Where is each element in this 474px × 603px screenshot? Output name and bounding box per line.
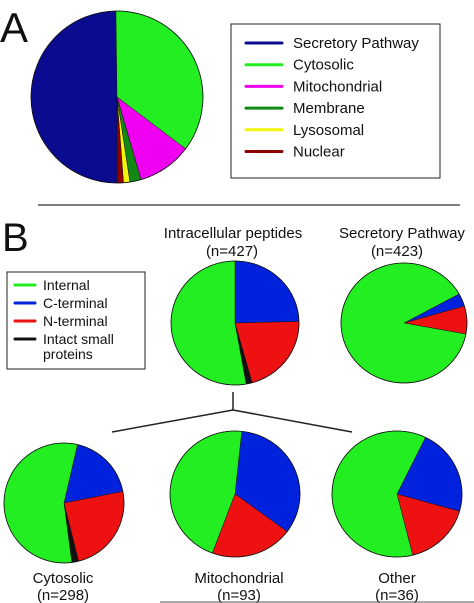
pie-slice-internal [170, 260, 247, 386]
pie-cytosolic [3, 442, 125, 564]
legend-label-intact-small-proteins-line-2: proteins [43, 346, 93, 362]
chart-subtitle-cytosolic: (n=298) [37, 587, 89, 603]
pie-other [331, 430, 463, 558]
pie-localization [30, 10, 204, 184]
legend-localization: Secretory Pathway Cytosolic Mitochondrial M… [244, 35, 419, 161]
connector-right [232, 409, 353, 433]
pie-outline [30, 10, 204, 184]
legend-peptide-types: Internal C-terminal N-terminal Intact small… [6, 271, 146, 370]
legend-label-cytosolic: Cytosolic [293, 57, 354, 74]
chart-title-mitochondrial: Mitochondrial [194, 570, 283, 587]
legend-label-nuclear: Nuclear [293, 144, 345, 161]
chart-subtitle-secretory: (n=423) [371, 243, 423, 260]
panel-label-a: A [0, 4, 28, 51]
legend-label-n-terminal: N-terminal [43, 313, 108, 329]
chart-subtitle-intracellular: (n=427) [206, 243, 258, 260]
panel-label-b: B [2, 216, 29, 260]
pie-outline [3, 442, 125, 564]
pie-outline [169, 430, 301, 558]
pie-outline [340, 262, 468, 384]
pie-outline [170, 260, 300, 386]
legend-label-secretory-pathway: Secretory Pathway [293, 35, 419, 52]
pie-outline [331, 430, 463, 558]
legend-label-mitochondrial: Mitochondrial [293, 78, 382, 95]
legend-label-lysosomal: Lysosomal [293, 122, 364, 139]
pie-intracellular [170, 260, 300, 386]
pie-mitochondrial [169, 430, 301, 558]
chart-title-secretory: Secretory Pathway [339, 225, 465, 242]
legend-label-c-terminal: C-terminal [43, 295, 108, 311]
chart-subtitle-mitochondrial: (n=93) [217, 587, 261, 603]
chart-title-other: Other [378, 570, 416, 587]
chart-title-cytosolic: Cytosolic [33, 570, 94, 587]
connector-left [111, 409, 234, 433]
legend-label-intact-small-proteins-line-1: Intact small [43, 331, 114, 347]
pie-slice-secretory-pathway [30, 10, 118, 184]
legend-label-internal: Internal [43, 277, 90, 293]
pie-slice-c-terminal [234, 260, 300, 324]
pie-secretory [340, 262, 468, 384]
chart-subtitle-other: (n=36) [375, 587, 419, 603]
chart-title-intracellular: Intracellular peptides [164, 225, 302, 242]
legend-label-membrane: Membrane [293, 100, 365, 117]
